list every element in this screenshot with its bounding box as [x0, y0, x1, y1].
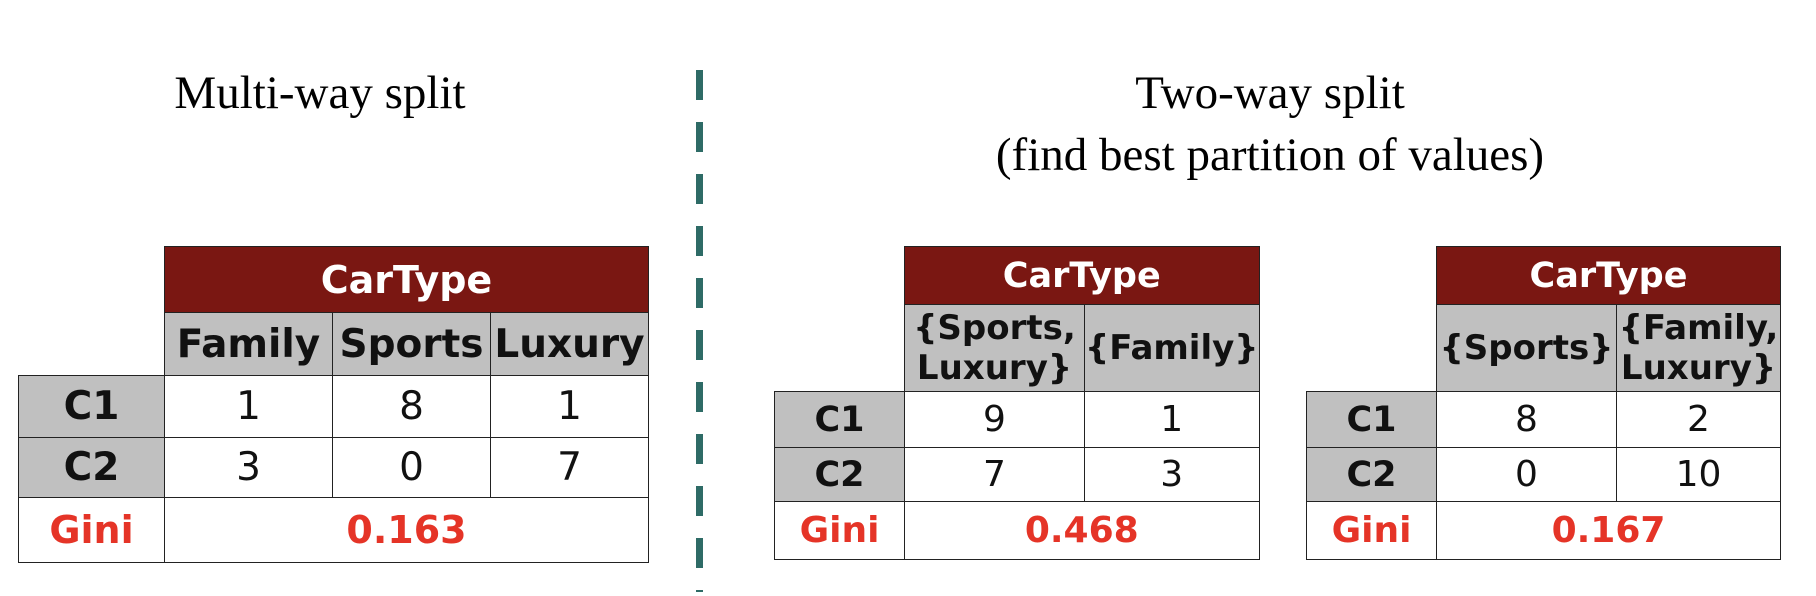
row-label-c1: C1: [774, 391, 905, 448]
column-header-line: {Family}: [1085, 328, 1259, 368]
gini-label: Gini: [1306, 501, 1437, 560]
column-header-line: {Family,: [1618, 308, 1779, 348]
column-header-line: Luxury}: [916, 348, 1073, 388]
column-header-family-luxury: {Family, Luxury}: [1616, 304, 1781, 392]
cartype-header: CarType: [1436, 246, 1781, 305]
cartype-header: CarType: [904, 246, 1260, 305]
count-cell: 10: [1616, 447, 1781, 502]
column-header-sports: Sports: [332, 312, 491, 376]
count-cell: 0: [332, 437, 491, 498]
count-cell: 9: [904, 391, 1085, 448]
count-cell: 7: [490, 437, 649, 498]
corner-blank: [1307, 305, 1437, 392]
count-cell: 1: [1084, 391, 1260, 448]
two-way-title-line1: Two-way split: [1135, 67, 1405, 119]
count-cell: 1: [164, 375, 333, 438]
multi-way-table: CarType Family Sports Luxury C1 1 8 1 C2…: [18, 246, 649, 563]
count-cell: 1: [490, 375, 649, 438]
row-label-c2: C2: [18, 437, 165, 498]
gini-value: 0.163: [164, 497, 649, 563]
count-cell: 8: [1436, 391, 1617, 448]
column-header-line: {Sports,: [913, 308, 1076, 348]
column-header-family: {Family}: [1084, 304, 1260, 392]
count-cell: 3: [164, 437, 333, 498]
corner-blank: [775, 305, 905, 392]
gini-value: 0.167: [1436, 501, 1781, 560]
cartype-header: CarType: [164, 246, 649, 313]
column-header-line: Luxury}: [1620, 348, 1777, 388]
row-label-c1: C1: [1306, 391, 1437, 448]
two-way-table-2: CarType {Sports} {Family, Luxury} C1 8 2…: [1306, 246, 1781, 560]
column-header-sports: {Sports}: [1436, 304, 1617, 392]
corner-blank: [1307, 247, 1437, 305]
section-divider: [696, 70, 703, 592]
gini-label: Gini: [774, 501, 905, 560]
gini-value: 0.468: [904, 501, 1260, 560]
row-label-c1: C1: [18, 375, 165, 438]
count-cell: 2: [1616, 391, 1781, 448]
corner-blank: [19, 247, 165, 313]
column-header-line: {Sports}: [1439, 328, 1614, 368]
count-cell: 3: [1084, 447, 1260, 502]
count-cell: 8: [332, 375, 491, 438]
row-label-c2: C2: [774, 447, 905, 502]
count-cell: 7: [904, 447, 1085, 502]
column-header-sports-luxury: {Sports, Luxury}: [904, 304, 1085, 392]
column-header-luxury: Luxury: [490, 312, 649, 376]
column-header-family: Family: [164, 312, 333, 376]
two-way-title: Two-way split (find best partition of va…: [900, 62, 1640, 186]
corner-blank: [775, 247, 905, 305]
multi-way-title: Multi-way split: [174, 67, 466, 119]
corner-blank: [19, 313, 165, 376]
two-way-title-line2: (find best partition of values): [995, 129, 1545, 181]
gini-label: Gini: [18, 497, 165, 563]
count-cell: 0: [1436, 447, 1617, 502]
two-way-table-1: CarType {Sports, Luxury} {Family} C1 9 1…: [774, 246, 1260, 560]
row-label-c2: C2: [1306, 447, 1437, 502]
